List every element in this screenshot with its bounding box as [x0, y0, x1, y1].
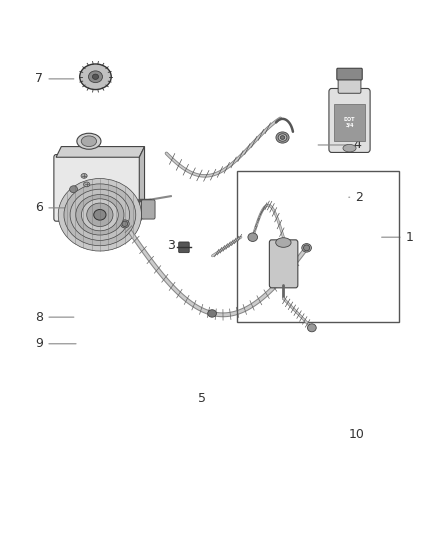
Ellipse shape [304, 245, 310, 251]
Ellipse shape [70, 189, 130, 240]
Ellipse shape [302, 244, 311, 252]
Ellipse shape [94, 209, 106, 220]
Polygon shape [139, 147, 145, 219]
Ellipse shape [280, 136, 285, 140]
Ellipse shape [120, 220, 129, 228]
Text: 2: 2 [349, 191, 363, 204]
Ellipse shape [70, 186, 78, 192]
Ellipse shape [208, 310, 216, 317]
FancyBboxPatch shape [179, 242, 189, 253]
Ellipse shape [122, 221, 127, 227]
Ellipse shape [88, 71, 102, 83]
Text: 10: 10 [349, 428, 365, 441]
FancyBboxPatch shape [269, 240, 298, 288]
Text: 1: 1 [381, 231, 413, 244]
Ellipse shape [276, 238, 291, 247]
FancyBboxPatch shape [329, 88, 370, 152]
FancyBboxPatch shape [141, 200, 155, 219]
Text: 9: 9 [35, 337, 76, 350]
Ellipse shape [76, 195, 124, 235]
Ellipse shape [77, 133, 101, 149]
Text: 5: 5 [198, 392, 206, 405]
Bar [334, 104, 365, 141]
Ellipse shape [248, 233, 258, 241]
Ellipse shape [92, 74, 99, 79]
Text: 6: 6 [35, 201, 78, 214]
Text: 3: 3 [167, 239, 186, 252]
Ellipse shape [81, 173, 87, 178]
Ellipse shape [84, 182, 90, 187]
Ellipse shape [307, 324, 316, 332]
Ellipse shape [87, 203, 113, 227]
FancyBboxPatch shape [337, 68, 362, 80]
FancyBboxPatch shape [54, 155, 141, 221]
Text: 7: 7 [35, 72, 74, 85]
Ellipse shape [276, 132, 289, 143]
Bar [237, 171, 399, 322]
FancyBboxPatch shape [338, 74, 361, 93]
Text: DOT
3/4: DOT 3/4 [344, 117, 355, 128]
Ellipse shape [80, 64, 111, 90]
Polygon shape [56, 147, 145, 157]
Text: 8: 8 [35, 311, 74, 324]
Ellipse shape [58, 179, 141, 251]
Ellipse shape [81, 136, 96, 147]
Ellipse shape [81, 199, 118, 231]
Ellipse shape [278, 134, 287, 141]
Ellipse shape [343, 144, 356, 152]
Text: 4: 4 [318, 139, 361, 151]
Ellipse shape [64, 184, 136, 246]
